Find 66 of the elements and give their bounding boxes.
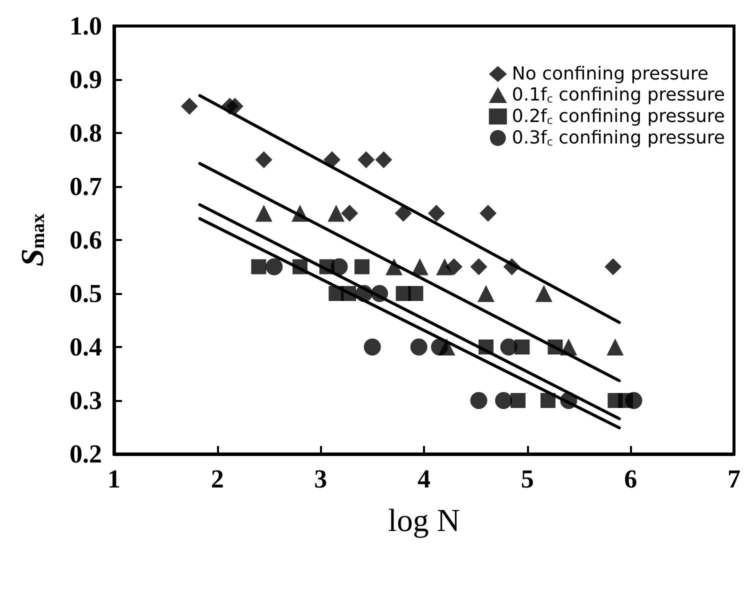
- point: [251, 259, 266, 274]
- x-tick-label: 1: [108, 464, 120, 494]
- point: [428, 204, 445, 222]
- point: [226, 98, 244, 115]
- point: [495, 392, 512, 409]
- y-tick-label: 0.5: [70, 279, 102, 308]
- point: [356, 285, 373, 302]
- point: [560, 338, 578, 356]
- point: [266, 258, 283, 276]
- y-tick-label: 0.8: [70, 118, 102, 148]
- point: [606, 338, 624, 356]
- legend-label: No confining pressure: [512, 64, 708, 84]
- x-tick-label: 4: [418, 464, 430, 494]
- point: [255, 204, 272, 222]
- y-tick-label: 0.9: [70, 65, 102, 94]
- point: [328, 204, 345, 222]
- point: [470, 258, 488, 276]
- point: [510, 393, 526, 408]
- point: [371, 285, 388, 302]
- point: [292, 259, 308, 274]
- point: [480, 204, 497, 222]
- point: [394, 204, 412, 222]
- point: [470, 392, 488, 409]
- y-tick-label: 0.2: [70, 440, 102, 468]
- point: [548, 340, 563, 354]
- y-tick-label: 1.0: [70, 12, 102, 40]
- y-tick-label: 0.4: [70, 332, 102, 362]
- x-axis-title: log N: [388, 502, 460, 538]
- point: [540, 393, 556, 408]
- x-tick-label: 3: [314, 464, 328, 494]
- point: [503, 258, 520, 276]
- point: [625, 392, 642, 409]
- point: [411, 258, 428, 276]
- point: [341, 204, 358, 222]
- y-tick-label: 0.6: [70, 226, 102, 254]
- legend-label: 0.1fc confining pressure: [512, 84, 726, 106]
- point: [354, 259, 370, 274]
- point: [535, 285, 552, 302]
- point: [408, 286, 424, 301]
- y-tick-label: 0.3: [70, 386, 102, 415]
- legend-label: 0.3fc confining pressure: [512, 128, 726, 148]
- y-axis-title: Smax: [14, 213, 50, 266]
- point: [604, 258, 622, 276]
- point: [431, 338, 448, 356]
- y-tick-label: 0.7: [70, 172, 102, 201]
- point: [255, 151, 272, 168]
- point: [364, 338, 381, 356]
- point: [358, 151, 375, 168]
- point: [375, 151, 392, 168]
- point: [341, 286, 356, 301]
- x-tick-label: 2: [210, 464, 224, 494]
- point: [386, 258, 403, 276]
- point: [478, 285, 494, 302]
- x-tick-label: 5: [520, 464, 534, 494]
- x-tick-label: 7: [728, 464, 740, 494]
- x-tick-label: 6: [624, 464, 638, 494]
- point: [478, 340, 494, 354]
- point: [436, 258, 454, 276]
- point: [560, 392, 578, 409]
- point: [500, 338, 518, 356]
- point: [410, 338, 428, 356]
- point: [324, 151, 341, 168]
- point: [330, 258, 348, 276]
- point: [292, 204, 308, 222]
- point: [180, 98, 198, 115]
- legend-label: 0.2fc confining pressure: [512, 106, 726, 127]
